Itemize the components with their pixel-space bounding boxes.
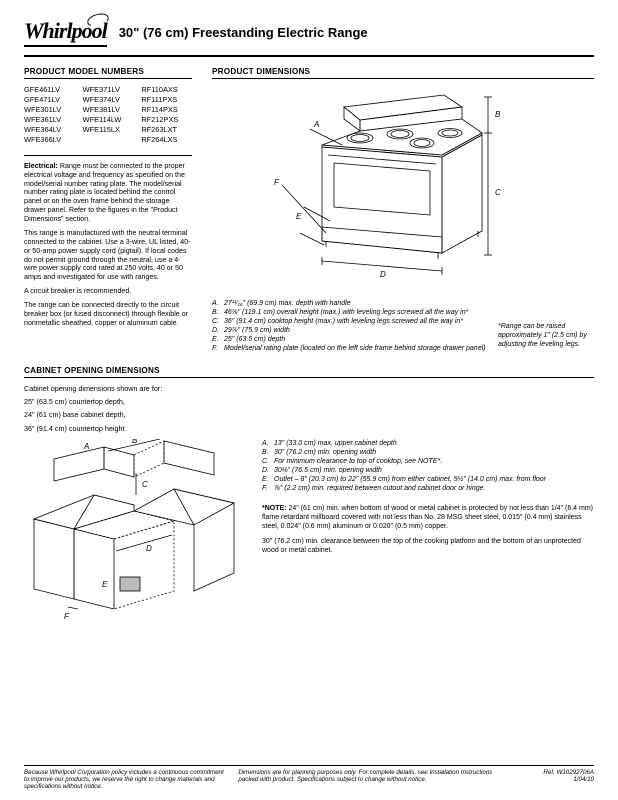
footer-ref: Ref. W10292706A <box>514 769 594 776</box>
models-heading: PRODUCT MODEL NUMBERS <box>24 67 192 79</box>
model-cell: WFE114LW <box>83 115 134 125</box>
model-cell: RF114PXS <box>141 105 192 115</box>
model-cell: WFE381LV <box>83 105 134 115</box>
dim-label-f: F <box>274 178 280 187</box>
electrical-p1: Electrical: Range must be connected to t… <box>24 162 192 224</box>
model-cell: RF264LXS <box>141 135 192 145</box>
cab-label-b: B <box>132 439 138 445</box>
dim-l: E. <box>212 335 224 344</box>
model-cell: WFE374LV <box>83 95 134 105</box>
page-title: 30" (76 cm) Freestanding Electric Range <box>119 25 368 40</box>
dim-t: 27¹¹⁄₁₆" (69.9 cm) max. depth with handl… <box>224 299 351 308</box>
cab-label-e: E <box>102 580 108 589</box>
electrical-label: Electrical: <box>24 162 58 170</box>
cabinet-line: 24" (61 cm) base cabinet depth, <box>24 410 594 419</box>
model-cell: GFE461LV <box>24 85 75 95</box>
dim-t: 36" (91.4 cm) cooktop height (max.) with… <box>224 317 463 326</box>
cab-label-f: F <box>64 612 70 621</box>
cab-dim-t: For minimum clearance to top of cooktop,… <box>274 457 442 466</box>
whirlpool-logo: Whirlpool <box>24 18 107 47</box>
footer-date: 1/04/10 <box>514 776 594 783</box>
cab-dim-t: 30⅛" (76.5 cm) min. opening width <box>274 466 382 475</box>
dim-l: F. <box>212 344 224 353</box>
cab-dim-t: 13" (33.0 cm) max. upper cabinet depth <box>274 439 397 448</box>
dim-t: 25" (63.5 cm) depth <box>224 335 285 344</box>
dim-l: C. <box>212 317 224 326</box>
cab-dim-l: B. <box>262 448 274 457</box>
note-1: *NOTE: 24" (61 cm) min. when bottom of w… <box>262 504 594 531</box>
cab-dim-t: Outlet – 8" (20.3 cm) to 22" (55.9 cm) f… <box>274 475 546 484</box>
dim-label-c: C <box>495 188 501 197</box>
cab-dim-t: ⅞" (2.2 cm) min. required between cutout… <box>274 484 485 493</box>
header-rule <box>24 55 594 57</box>
footer-right: Ref. W10292706A 1/04/10 <box>514 769 594 790</box>
model-cell: RF263LXT <box>141 125 192 135</box>
cab-label-a: A <box>83 442 89 451</box>
note-2: 30" (76.2 cm) min. clearance between the… <box>262 537 594 555</box>
electrical-p4: The range can be connected directly to t… <box>24 301 192 328</box>
cabinet-line: 36" (91.4 cm) countertop height <box>24 424 594 433</box>
model-cell: RF110AXS <box>141 85 192 95</box>
cab-dim-l: D. <box>262 466 274 475</box>
dim-label-e: E <box>296 212 302 221</box>
cab-label-d: D <box>146 544 152 553</box>
cab-dim-l: C. <box>262 457 274 466</box>
model-cell: WFE366LV <box>24 135 75 145</box>
cabinet-right: A.13" (33.0 cm) max. upper cabinet depth… <box>262 439 594 629</box>
leveling-footnote: *Range can be raised approximately 1" (2… <box>498 323 596 349</box>
electrical-p2: This range is manufactured with the neut… <box>24 229 192 282</box>
top-columns: PRODUCT MODEL NUMBERS GFE461LV GFE471LV … <box>24 67 594 354</box>
model-cell: WFE361LV <box>24 115 75 125</box>
model-cell: WFE364LV <box>24 125 75 135</box>
footer-mid: Dimensions are for planning purposes onl… <box>238 769 504 790</box>
cab-label-c: C <box>142 480 148 489</box>
note-label: *NOTE: <box>262 505 287 512</box>
range-svg-icon: A B C D E F <box>252 85 512 295</box>
cabinet-svg-icon: A B C D E F <box>24 439 244 629</box>
cabinet-dim-list: A.13" (33.0 cm) max. upper cabinet depth… <box>262 439 594 494</box>
electrical-text: Range must be connected to the proper el… <box>24 162 185 223</box>
range-illustration: A B C D E F <box>252 85 512 295</box>
model-cell: WFE371LV <box>83 85 134 95</box>
model-col: WFE371LV WFE374LV WFE381LV WFE114LW WFE1… <box>83 85 134 145</box>
model-cell: RF111PXS <box>141 95 192 105</box>
model-col: GFE461LV GFE471LV WFE301LV WFE361LV WFE3… <box>24 85 75 145</box>
cab-dim-l: E. <box>262 475 274 484</box>
dim-l: D. <box>212 326 224 335</box>
footer-left: Because Whirlpool Corporation policy inc… <box>24 769 228 790</box>
cabinet-intro: Cabinet opening dimensions shown are for… <box>24 384 594 393</box>
cab-dim-t: 30" (76.2 cm) min. opening width <box>274 448 376 457</box>
model-cell: WFE301LV <box>24 105 75 115</box>
divider <box>24 155 192 156</box>
page-footer: Because Whirlpool Corporation policy inc… <box>24 765 594 790</box>
dim-label-b: B <box>495 110 501 119</box>
note-text: 24" (61 cm) min. when bottom of wood or … <box>262 505 593 530</box>
dim-l: A. <box>212 299 224 308</box>
dim-t: 29⅞" (75.9 cm) width <box>224 326 290 335</box>
dim-label-d: D <box>380 270 386 279</box>
cabinet-heading: CABINET OPENING DIMENSIONS <box>24 366 594 378</box>
left-column: PRODUCT MODEL NUMBERS GFE461LV GFE471LV … <box>24 67 192 354</box>
model-col: RF110AXS RF111PXS RF114PXS RF212PXS RF26… <box>141 85 192 145</box>
dim-label-a: A <box>313 120 319 129</box>
cabinet-line: 25" (63.5 cm) countertop depth, <box>24 397 594 406</box>
model-cell: RF212PXS <box>141 115 192 125</box>
cab-dim-l: A. <box>262 439 274 448</box>
model-grid: GFE461LV GFE471LV WFE301LV WFE361LV WFE3… <box>24 85 192 145</box>
right-column: PRODUCT DIMENSIONS <box>212 67 594 354</box>
page-header: Whirlpool 30" (76 cm) Freestanding Elect… <box>24 18 594 47</box>
cabinet-columns: A B C D E F A.13" (33.0 cm) max. upper c… <box>24 439 594 629</box>
dim-l: B. <box>212 308 224 317</box>
dims-heading: PRODUCT DIMENSIONS <box>212 67 594 79</box>
electrical-p3: A circuit breaker is recommended. <box>24 287 192 296</box>
dim-t: 46⅞" (119.1 cm) overall height (max.) wi… <box>224 308 468 317</box>
dim-t: Model/serial rating plate (located on th… <box>224 344 485 353</box>
model-cell: GFE471LV <box>24 95 75 105</box>
cabinet-illustration: A B C D E F <box>24 439 244 629</box>
cabinet-section: CABINET OPENING DIMENSIONS Cabinet openi… <box>24 366 594 629</box>
cab-dim-l: F. <box>262 484 274 493</box>
model-cell: WFE115LX <box>83 125 134 135</box>
